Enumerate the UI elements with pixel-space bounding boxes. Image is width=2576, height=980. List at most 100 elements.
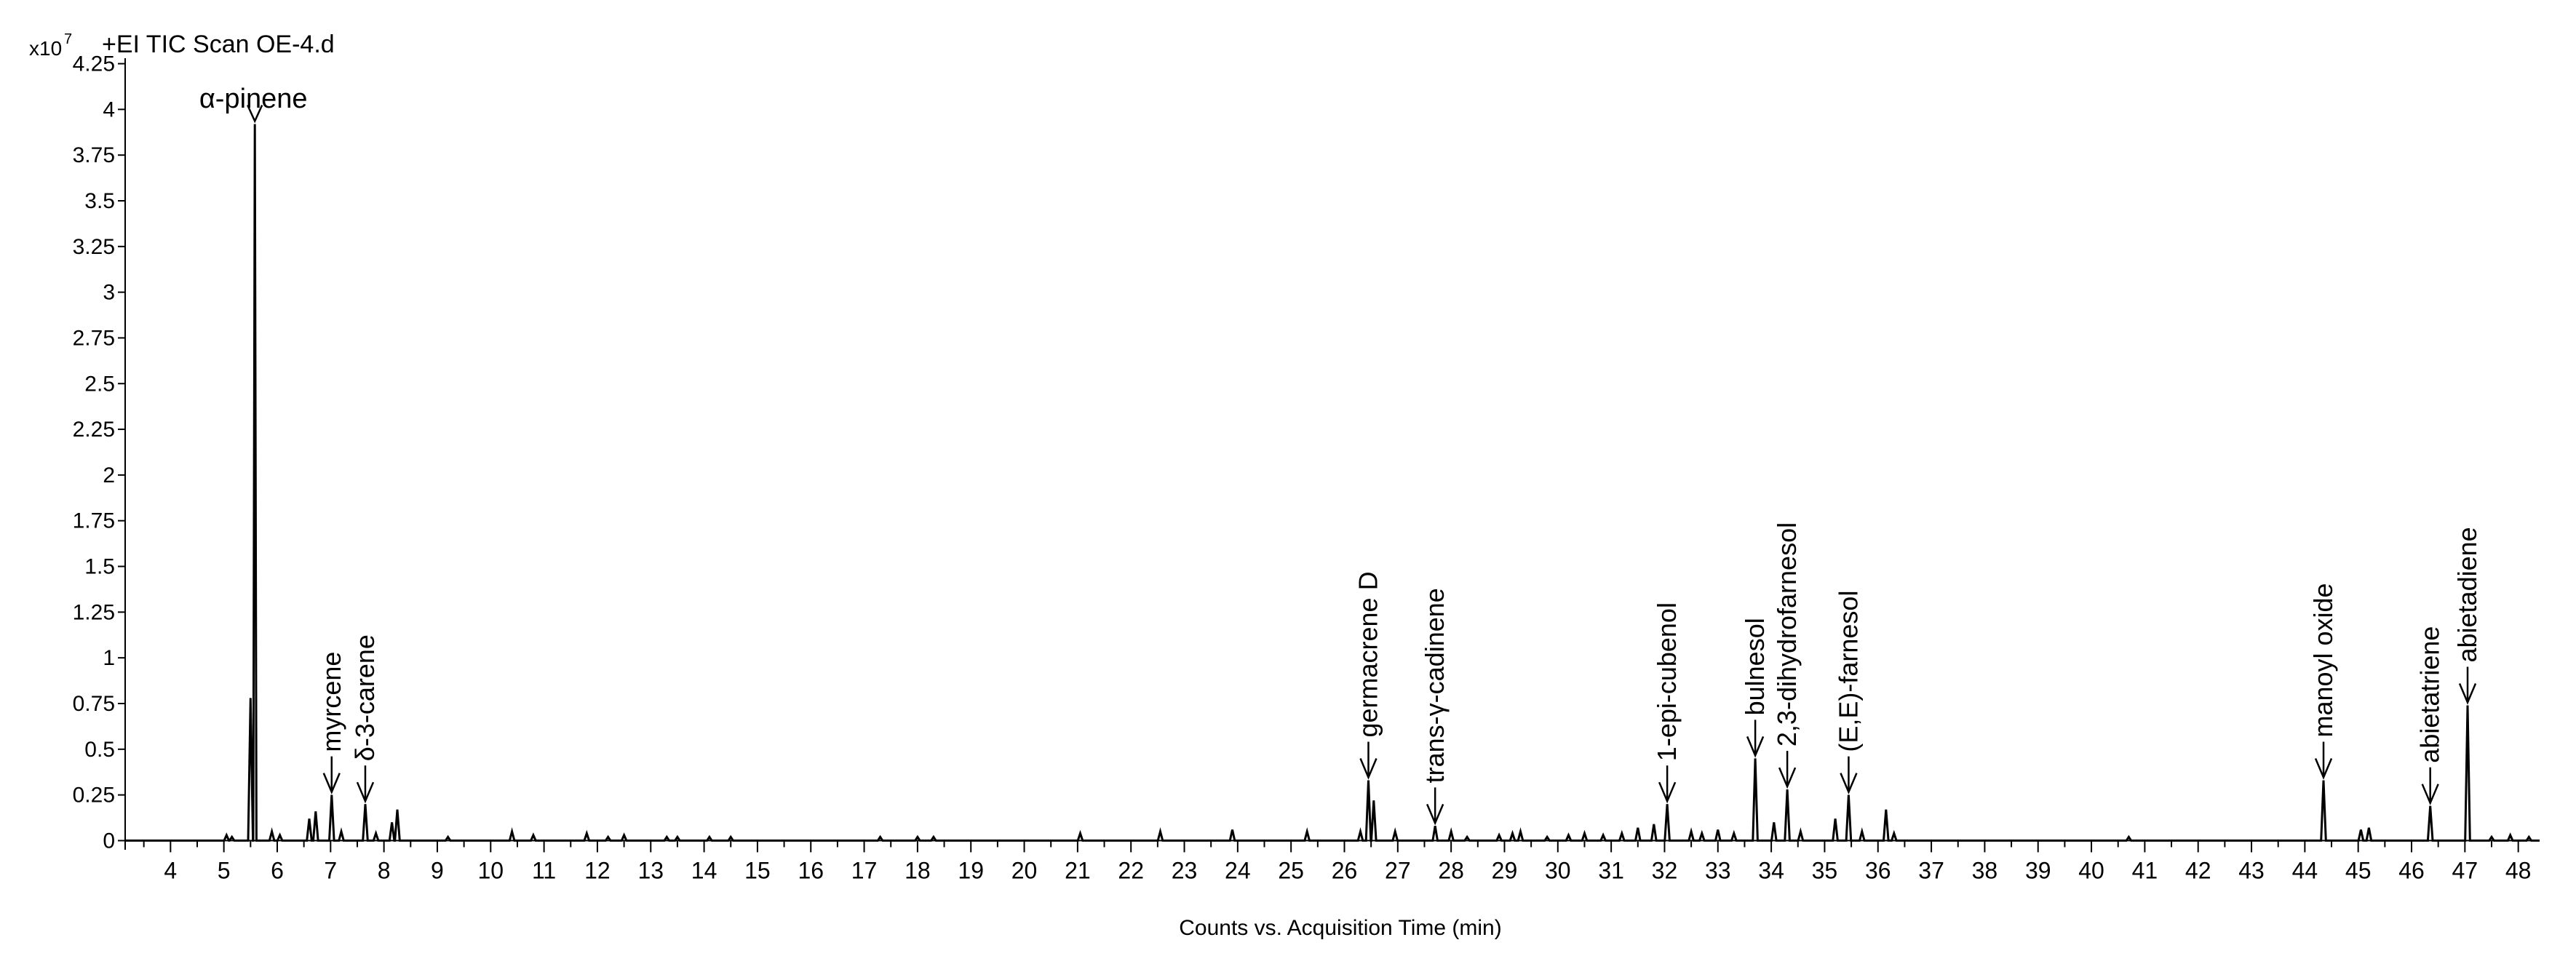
y-tick-label: 2.75 [73, 326, 115, 350]
x-tick-label: 24 [1225, 857, 1251, 883]
y-tick-label: 2.25 [73, 418, 115, 442]
x-tick-label: 25 [1278, 857, 1304, 883]
peak-annotation: abietadiene [2452, 527, 2482, 705]
annotation-arrow [2421, 784, 2439, 805]
x-tick-label: 28 [1438, 857, 1464, 883]
annotation-arrow [356, 781, 375, 804]
annotation-arrow [1840, 773, 1858, 794]
x-tick-label: 47 [2452, 857, 2478, 883]
y-tick-label: 3.75 [73, 143, 115, 167]
x-tick-label: 29 [1492, 857, 1518, 883]
x-tick-label: 30 [1545, 857, 1571, 883]
x-tick-label: 45 [2345, 857, 2372, 883]
x-tick-label: 17 [851, 857, 878, 883]
x-tick-label: 48 [2505, 857, 2532, 883]
annotation-label: germacrene D [1353, 571, 1383, 737]
y-tick-label: 0.5 [84, 738, 115, 762]
annotation-arrow [247, 104, 263, 124]
y-tick-label: 1 [103, 646, 115, 670]
peak-annotation: 2,3-dihydrofarnesol [1772, 522, 1802, 789]
x-axis: 4 5 6 7 8 9 10 11 12 13 14 15 16 17 18 19 20 21 22 23 24 25 26… [125, 840, 2540, 883]
x-tick-label: 6 [271, 857, 284, 883]
annotation-arrow [1359, 758, 1378, 780]
y-tick-label: 0 [103, 829, 115, 853]
y-tick-label: 1.75 [73, 509, 115, 533]
x-tick-label: 27 [1385, 857, 1411, 883]
y-axis: 0 0.25 0.5 0.75 1 1.25 1.5 1.75 2 2.25 2.5 2.75 3 3.2… [73, 52, 126, 853]
y-tick-label: 1.5 [84, 555, 115, 579]
x-tick-label: 35 [1812, 857, 1838, 883]
x-tick-label: 36 [1865, 857, 1891, 883]
y-tick-label: 0.75 [73, 692, 115, 716]
annotation-label: δ-3-carene [350, 634, 380, 761]
x-tick-label: 33 [1705, 857, 1731, 883]
chart-header: x10 7 +EI TIC Scan OE-4.d [29, 31, 335, 60]
x-tick-label: 38 [1972, 857, 1998, 883]
x-tick-label: 13 [637, 857, 664, 883]
x-tick-label: 37 [1918, 857, 1944, 883]
y-tick-label: 4 [103, 97, 115, 121]
x-tick-label: 22 [1118, 857, 1144, 883]
annotation-label: trans-γ-cadinene [1420, 588, 1450, 783]
x-tick-label: 23 [1172, 857, 1198, 883]
peak-annotation: (E,E)-farnesol [1833, 591, 1863, 794]
x-tick-label: 9 [431, 857, 444, 883]
peak-annotation: α-pinene [199, 84, 308, 124]
x-tick-label: 21 [1065, 857, 1091, 883]
x-tick-label: 14 [691, 857, 717, 883]
x-tick-label: 46 [2398, 857, 2425, 883]
x-tick-label: 5 [218, 857, 231, 883]
y-tick-label: 3 [103, 281, 115, 305]
annotation-arrow [2314, 758, 2333, 780]
annotation-label: bulnesol [1740, 618, 1770, 715]
y-tick-label: 4.25 [73, 52, 115, 76]
peak-annotation: myrcene [317, 652, 346, 794]
annotation-label: α-pinene [199, 84, 308, 114]
annotation-label: 1-epi-cubenol [1652, 602, 1682, 761]
x-tick-label: 10 [477, 857, 504, 883]
annotation-label: (E,E)-farnesol [1833, 591, 1863, 752]
x-tick-label: 16 [798, 857, 824, 883]
y-scale-exponent: 7 [64, 31, 72, 47]
x-tick-label: 43 [2238, 857, 2265, 883]
peak-annotation: germacrene D [1353, 571, 1383, 780]
x-axis-label: Counts vs. Acquisition Time (min) [1179, 916, 1501, 940]
y-tick-label: 2.5 [84, 372, 115, 396]
x-tick-label: 42 [2185, 857, 2211, 883]
annotation-label: 2,3-dihydrofarnesol [1772, 522, 1802, 746]
x-tick-label: 4 [164, 857, 177, 883]
peak-annotation: trans-γ-cadinene [1420, 588, 1450, 826]
x-tick-label: 40 [2078, 857, 2104, 883]
annotation-arrow [1778, 767, 1797, 789]
y-scale-label: x10 [29, 37, 62, 60]
peak-annotations: α-pinene myrcene δ-3-carene germacrene D tra… [199, 84, 2482, 826]
x-tick-label: 18 [905, 857, 931, 883]
annotation-arrow [322, 773, 341, 794]
peak-annotation: bulnesol [1740, 618, 1770, 758]
peak-annotation: δ-3-carene [350, 634, 380, 804]
x-tick-label: 41 [2132, 857, 2158, 883]
x-tick-label: 31 [1598, 857, 1624, 883]
chromatogram-trace [125, 124, 2540, 842]
x-tick-label: 34 [1758, 857, 1784, 883]
annotation-arrow [1658, 781, 1677, 804]
y-tick-label: 1.25 [73, 600, 115, 624]
x-tick-label: 20 [1011, 857, 1038, 883]
tic-trace-line [125, 124, 2540, 842]
x-tick-label: 11 [532, 857, 556, 883]
x-tick-label: 19 [958, 857, 984, 883]
annotation-label: myrcene [317, 652, 346, 752]
x-tick-label: 39 [2025, 857, 2051, 883]
annotation-arrow [2458, 683, 2477, 705]
x-tick-label: 12 [584, 857, 611, 883]
chart-title: +EI TIC Scan OE-4.d [102, 31, 335, 58]
x-tick-label: 32 [1652, 857, 1678, 883]
x-tick-label: 15 [744, 857, 771, 883]
peak-annotation: abietatriene [2415, 626, 2445, 805]
x-tick-label: 44 [2292, 857, 2318, 883]
y-tick-label: 2 [103, 463, 115, 487]
y-tick-label: 0.25 [73, 784, 115, 808]
annotation-arrow [1746, 736, 1765, 758]
x-tick-label: 26 [1332, 857, 1358, 883]
